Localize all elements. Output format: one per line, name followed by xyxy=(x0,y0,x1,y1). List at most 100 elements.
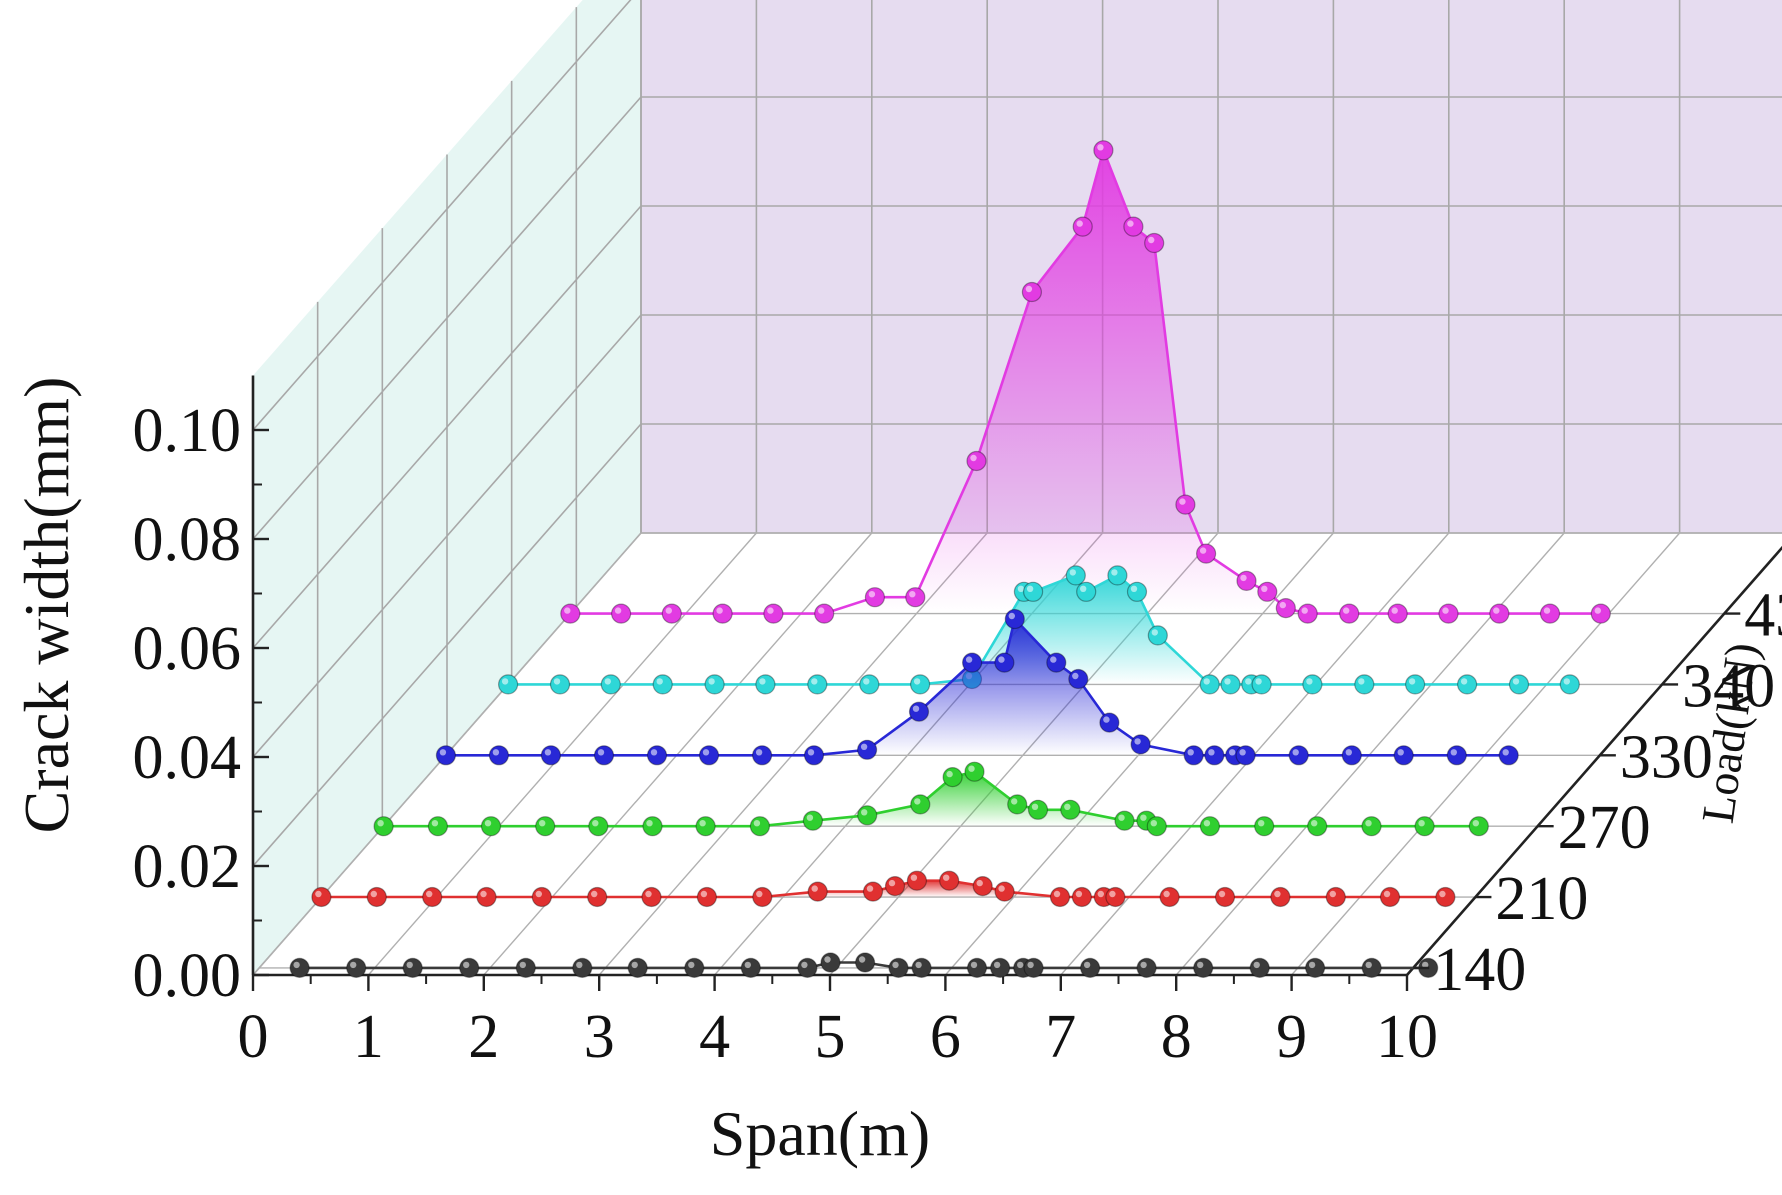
data-point xyxy=(1257,581,1278,602)
data-point-highlight xyxy=(1563,678,1571,685)
data-point-highlight xyxy=(914,798,921,805)
data-point-highlight xyxy=(1308,961,1316,969)
data-point xyxy=(1159,886,1180,908)
data-point xyxy=(803,745,825,766)
data-point-highlight xyxy=(1118,814,1125,821)
data-point xyxy=(1199,816,1221,837)
data-point-highlight xyxy=(767,607,774,614)
data-point-highlight xyxy=(426,890,433,898)
data-point xyxy=(1076,581,1097,602)
data-point xyxy=(1147,625,1168,646)
data-point xyxy=(1007,794,1028,815)
data-point xyxy=(994,652,1015,673)
data-point xyxy=(1254,816,1275,837)
data-point xyxy=(1559,674,1580,695)
series-area-210 xyxy=(321,880,1446,897)
data-point-highlight xyxy=(656,678,663,685)
data-point xyxy=(1270,886,1291,908)
data-point-highlight xyxy=(1163,890,1170,898)
data-point xyxy=(289,957,310,979)
data-point-highlight xyxy=(965,656,973,663)
data-point xyxy=(696,886,718,908)
data-point xyxy=(939,870,960,891)
data-point xyxy=(488,745,509,766)
data-point-highlight xyxy=(756,890,763,898)
data-point-highlight xyxy=(806,814,814,821)
x-tick-label: 6 xyxy=(930,1003,961,1071)
data-point xyxy=(641,886,662,908)
data-point-highlight xyxy=(1218,890,1226,898)
data-point-highlight xyxy=(1080,585,1087,592)
data-point-highlight xyxy=(1148,236,1155,244)
data-point-highlight xyxy=(1075,890,1083,898)
data-point xyxy=(531,886,552,908)
data-point xyxy=(1456,674,1478,695)
data-point xyxy=(1304,957,1326,979)
data-point-highlight xyxy=(708,678,715,685)
series-210 xyxy=(311,870,1456,908)
data-point-highlight xyxy=(1408,678,1416,685)
series-270 xyxy=(373,761,1489,837)
data-point-highlight xyxy=(970,454,977,462)
x-tick-label: 1 xyxy=(353,1003,384,1071)
data-point xyxy=(740,957,761,979)
x-tick-label: 4 xyxy=(699,1003,730,1071)
data-point xyxy=(908,701,930,722)
data-point-highlight xyxy=(1301,607,1308,614)
data-point-highlight xyxy=(863,678,870,685)
data-point xyxy=(752,886,773,908)
data-point-highlight xyxy=(807,749,815,756)
data-point xyxy=(422,886,443,908)
data-point xyxy=(1071,886,1093,908)
y-tick-label: 0.08 xyxy=(133,506,242,574)
data-point-highlight xyxy=(553,678,561,685)
data-point xyxy=(763,603,784,624)
y-tick-label: 0.10 xyxy=(133,397,242,465)
data-point-highlight xyxy=(888,879,896,887)
data-point-highlight xyxy=(293,961,300,969)
data-point xyxy=(1027,799,1049,820)
data-point xyxy=(910,794,931,815)
data-point xyxy=(1136,957,1157,979)
data-point xyxy=(1438,603,1459,624)
data-point-highlight xyxy=(1109,890,1116,898)
data-point xyxy=(1288,745,1309,766)
data-point xyxy=(1183,745,1204,766)
data-point-highlight xyxy=(910,874,918,881)
data-point-highlight xyxy=(535,890,542,898)
data-point xyxy=(1126,581,1148,602)
y-axis-ticks: 0.00 0.02 0.04 0.06 0.08 0.10 xyxy=(133,397,269,1010)
data-point-highlight xyxy=(1203,678,1210,685)
data-point-highlight xyxy=(892,961,899,969)
data-point xyxy=(1489,603,1510,624)
data-point xyxy=(1146,816,1167,837)
data-point xyxy=(366,886,387,908)
data-point xyxy=(1307,816,1328,837)
data-point-highlight xyxy=(1512,678,1520,685)
data-point xyxy=(1361,957,1382,979)
data-point xyxy=(1004,608,1025,630)
data-point-highlight xyxy=(1329,890,1337,898)
data-point-highlight xyxy=(1450,749,1458,756)
data-point-highlight xyxy=(1203,820,1211,827)
data-point xyxy=(661,603,682,624)
data-point-highlight xyxy=(1140,814,1147,821)
data-point-highlight xyxy=(492,749,500,756)
data-point xyxy=(1214,886,1236,908)
data-point xyxy=(1508,674,1530,695)
data-point xyxy=(1341,745,1362,766)
data-point xyxy=(966,957,988,979)
series-area-270 xyxy=(383,771,1479,827)
data-point-highlight xyxy=(1383,890,1391,898)
data-point-highlight xyxy=(1439,890,1446,898)
data-point xyxy=(373,816,394,837)
y-tick-label: 0.02 xyxy=(133,833,242,901)
data-point-highlight xyxy=(519,961,526,969)
data-point xyxy=(346,957,367,979)
data-point xyxy=(854,952,876,973)
data-point-highlight xyxy=(1017,961,1024,969)
data-point xyxy=(1251,674,1272,695)
data-point xyxy=(911,957,932,979)
data-point xyxy=(807,674,828,695)
data-point xyxy=(1539,603,1561,624)
